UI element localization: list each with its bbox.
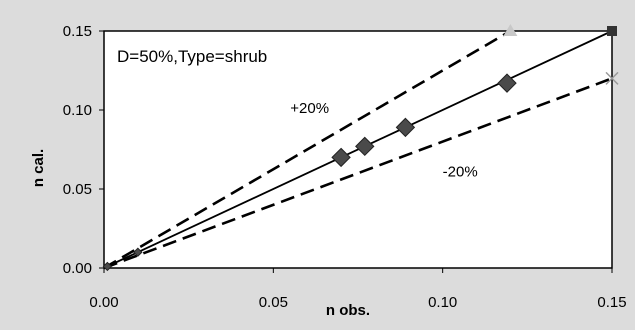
y-tick-label: 0.10: [63, 102, 92, 119]
series-layer: [103, 29, 613, 270]
x-tick-label: 0.10: [428, 294, 457, 311]
y-tick-label: 0.15: [63, 23, 92, 40]
one-to-one-line: [103, 30, 613, 269]
x-tick-label: 0.15: [597, 294, 626, 311]
data-point: [497, 73, 517, 93]
tick-layer: 0.00 0.05 0.10 0.15 0.00 0.05 0.10 0.15: [63, 23, 627, 311]
x-tick-label: 0.05: [259, 294, 288, 311]
cross-marker: [605, 71, 619, 85]
plus20-line: [103, 29, 512, 270]
data-point: [355, 136, 375, 157]
marker-layer: [102, 24, 619, 272]
panel-label: D=50%,Type=shrub: [117, 47, 267, 66]
minus20-line: [103, 77, 613, 270]
annotation-plus20: +20%: [290, 100, 329, 117]
y-tick-label: 0.05: [63, 181, 92, 198]
y-axis-title: n cal.: [30, 149, 47, 187]
data-point: [102, 261, 113, 272]
data-point: [133, 247, 143, 257]
annotation-minus20: -20%: [443, 163, 478, 180]
x-tick-label: 0.00: [89, 294, 118, 311]
x-axis-title: n obs.: [326, 302, 370, 319]
y-tick-label: 0.00: [63, 260, 92, 277]
triangle-marker: [503, 24, 518, 36]
data-point: [395, 117, 416, 138]
square-marker: [607, 26, 617, 36]
data-point: [331, 147, 351, 168]
